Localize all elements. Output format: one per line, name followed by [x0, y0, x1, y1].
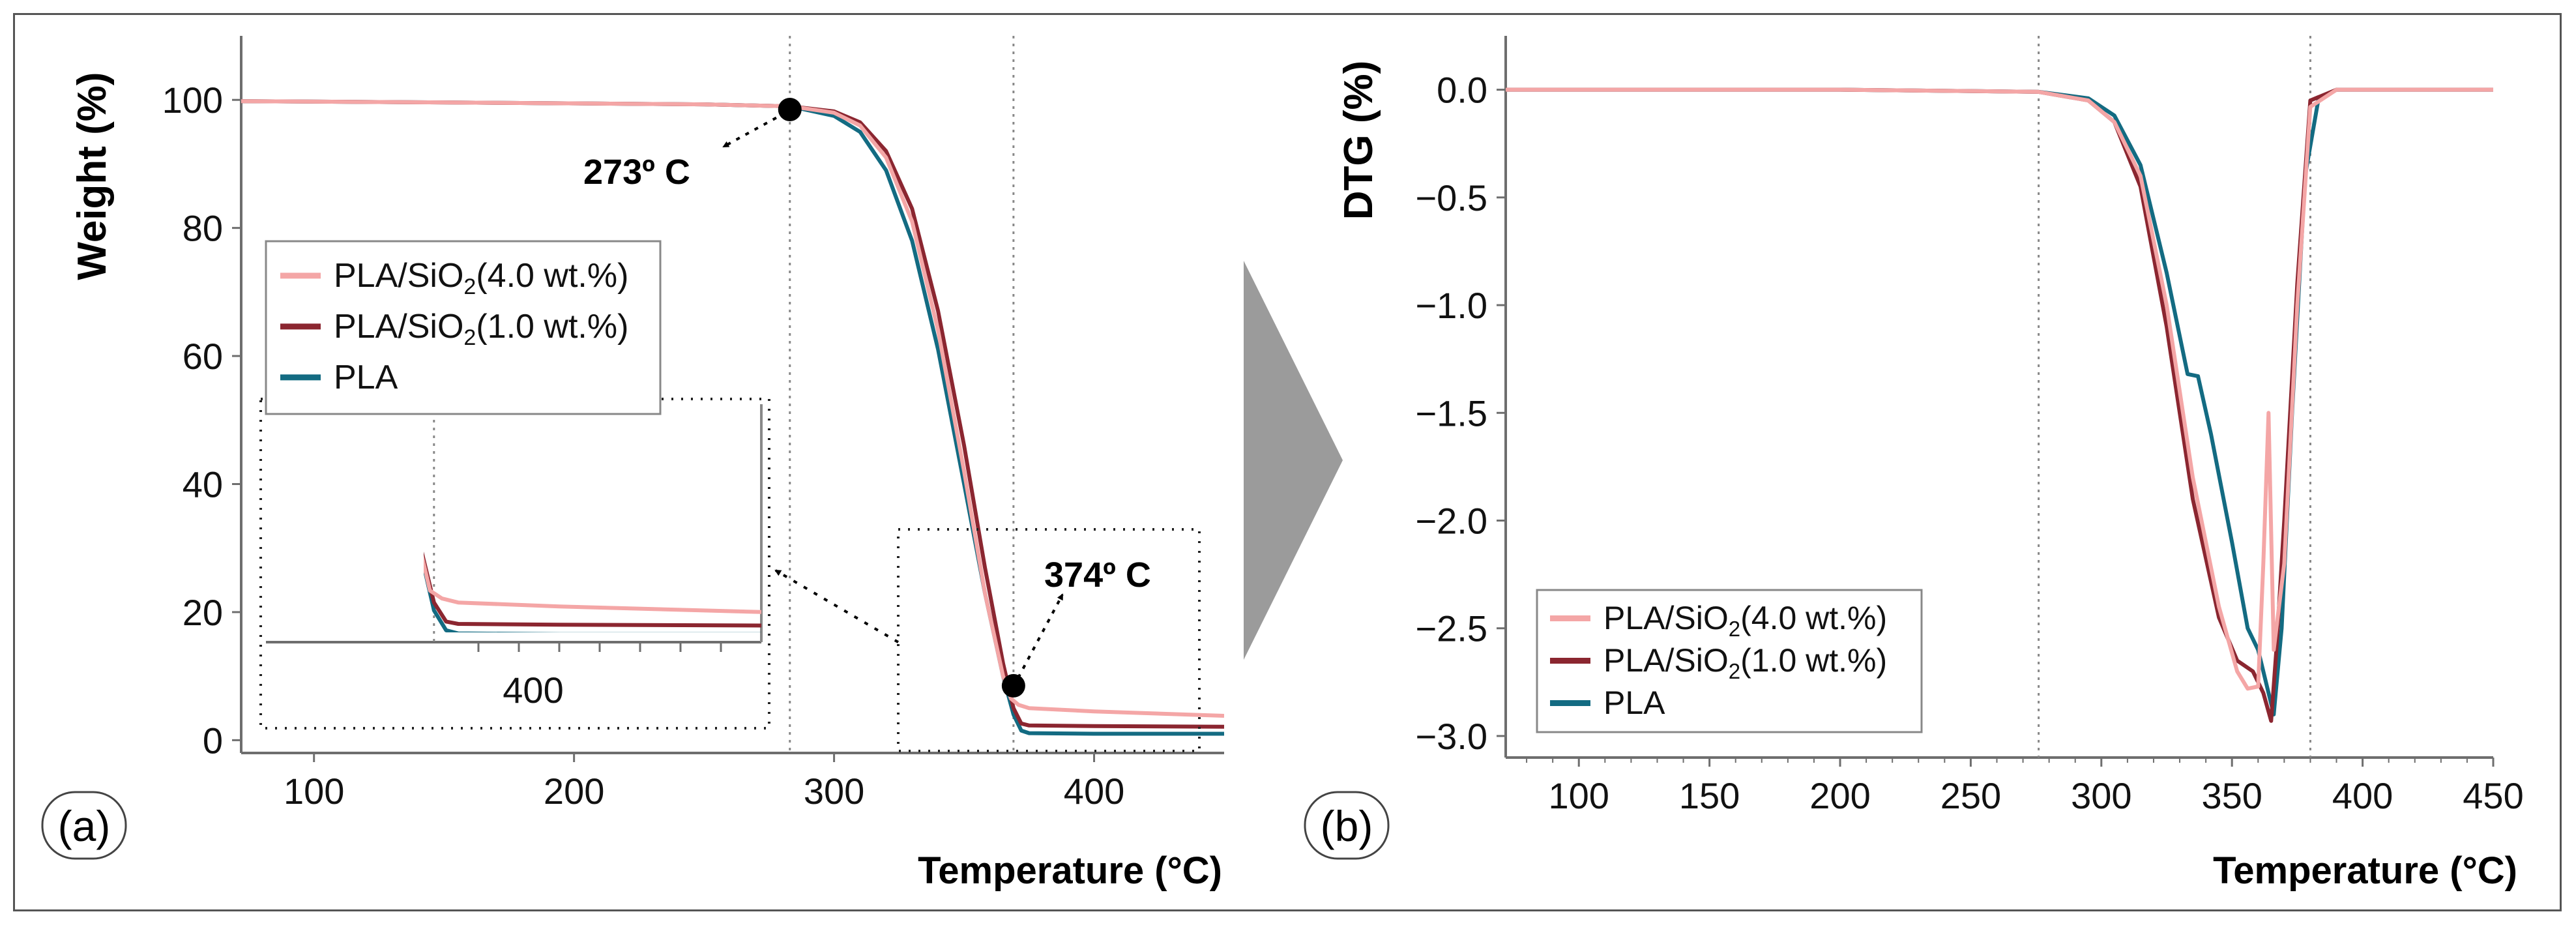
panel-a-ylabel: Weight (%)	[70, 72, 115, 280]
onset-temperature-label: 273º C	[583, 153, 690, 192]
panel-b-xlabel: Temperature (°C)	[2213, 849, 2517, 892]
panel-a-marker	[778, 97, 802, 121]
inset-xtick-label: 400	[503, 670, 563, 711]
panel-b-xtick-label: 100	[1549, 775, 1609, 816]
panel-b-ytick-label: −3.0	[1415, 716, 1487, 757]
legend-entry-label: PLA/SiO2(4.0 wt.%)	[1603, 600, 1887, 641]
panel-b-ytick-label: −2.5	[1415, 608, 1487, 649]
panel-a-ytick-label: 100	[162, 80, 223, 121]
panel-a-ytick-label: 80	[183, 208, 223, 249]
panel-a-series-line	[241, 99, 1224, 718]
panel-a-ytick-label: 20	[183, 592, 223, 633]
panel-a-legend: PLA/SiO2(4.0 wt.%) PLA/SiO2(1.0 wt.%) PLA	[265, 240, 662, 415]
legend-box	[265, 240, 662, 415]
panel-b-badge: (b)	[1304, 791, 1390, 860]
panel-a: 100 200 300 400 0 20 40 60 80 100 400 273º C 374º…	[41, 36, 1224, 892]
panel-a-badge-label: (a)	[58, 802, 111, 850]
zoom-arrow	[774, 569, 900, 643]
panel-a-ytick-label: 40	[183, 464, 223, 505]
legend-entry-label: PLA/SiO2(1.0 wt.%)	[334, 308, 628, 350]
panel-b-xtick-label: 250	[1940, 775, 2001, 816]
panel-b: 100 150 200 250 300 350 400 450 0.0 −0.5 −1.0 −1.5…	[1304, 36, 2524, 892]
panel-a-xtick-label: 300	[804, 771, 864, 812]
legend-box	[1536, 589, 1923, 733]
panel-b-xtick-label: 300	[2071, 775, 2131, 816]
panel-b-ylabel: DTG (%)	[1336, 61, 1381, 220]
transition-arrow	[1244, 261, 1343, 660]
panel-b-ytick-label: −0.5	[1415, 177, 1487, 218]
peak-arrow	[1007, 593, 1064, 697]
panel-b-xtick-label: 350	[2201, 775, 2262, 816]
panel-b-ytick-label: −1.5	[1415, 392, 1487, 434]
panel-b-legend: PLA/SiO2(4.0 wt.%)PLA/SiO2(1.0 wt.%)PLA	[1536, 589, 1923, 733]
zoom-region-box	[897, 528, 1201, 752]
panel-a-xtick-label: 400	[1064, 771, 1124, 812]
panel-a-marker	[1001, 673, 1025, 698]
onset-arrow	[722, 111, 786, 148]
peak-temperature-label: 374º C	[1044, 555, 1151, 595]
legend-entry-label: PLA	[334, 359, 398, 396]
panel-a-ytick-label: 60	[183, 336, 223, 377]
panel-a-xtick-label: 100	[284, 771, 344, 812]
legend-entry-label: PLA/SiO2(4.0 wt.%)	[334, 257, 628, 299]
panel-b-ytick-label: −2.0	[1415, 501, 1487, 542]
figure-frame	[13, 13, 2562, 911]
panel-b-xtick-label: 450	[2463, 775, 2523, 816]
inset-series-line	[424, 555, 762, 614]
panel-a-badge: (a)	[41, 791, 127, 860]
legend-entry-label: PLA	[1603, 685, 1665, 721]
panel-b-badge-label: (b)	[1321, 802, 1373, 850]
panel-b-ytick-label: −1.0	[1415, 285, 1487, 326]
legend-entry-label: PLA/SiO2(1.0 wt.%)	[1603, 642, 1887, 683]
panel-b-ytick-label: 0.0	[1437, 70, 1487, 111]
panel-a-xlabel: Temperature (°C)	[918, 849, 1222, 892]
panel-b-xtick-label: 200	[1809, 775, 1870, 816]
panel-b-series-line	[1506, 87, 2493, 691]
panel-a-ytick-label: 0	[203, 720, 223, 761]
panel-b-xtick-label: 150	[1679, 775, 1740, 816]
inset-box	[259, 398, 770, 730]
panel-a-xtick-label: 200	[544, 771, 604, 812]
panel-b-xtick-label: 400	[2332, 775, 2393, 816]
